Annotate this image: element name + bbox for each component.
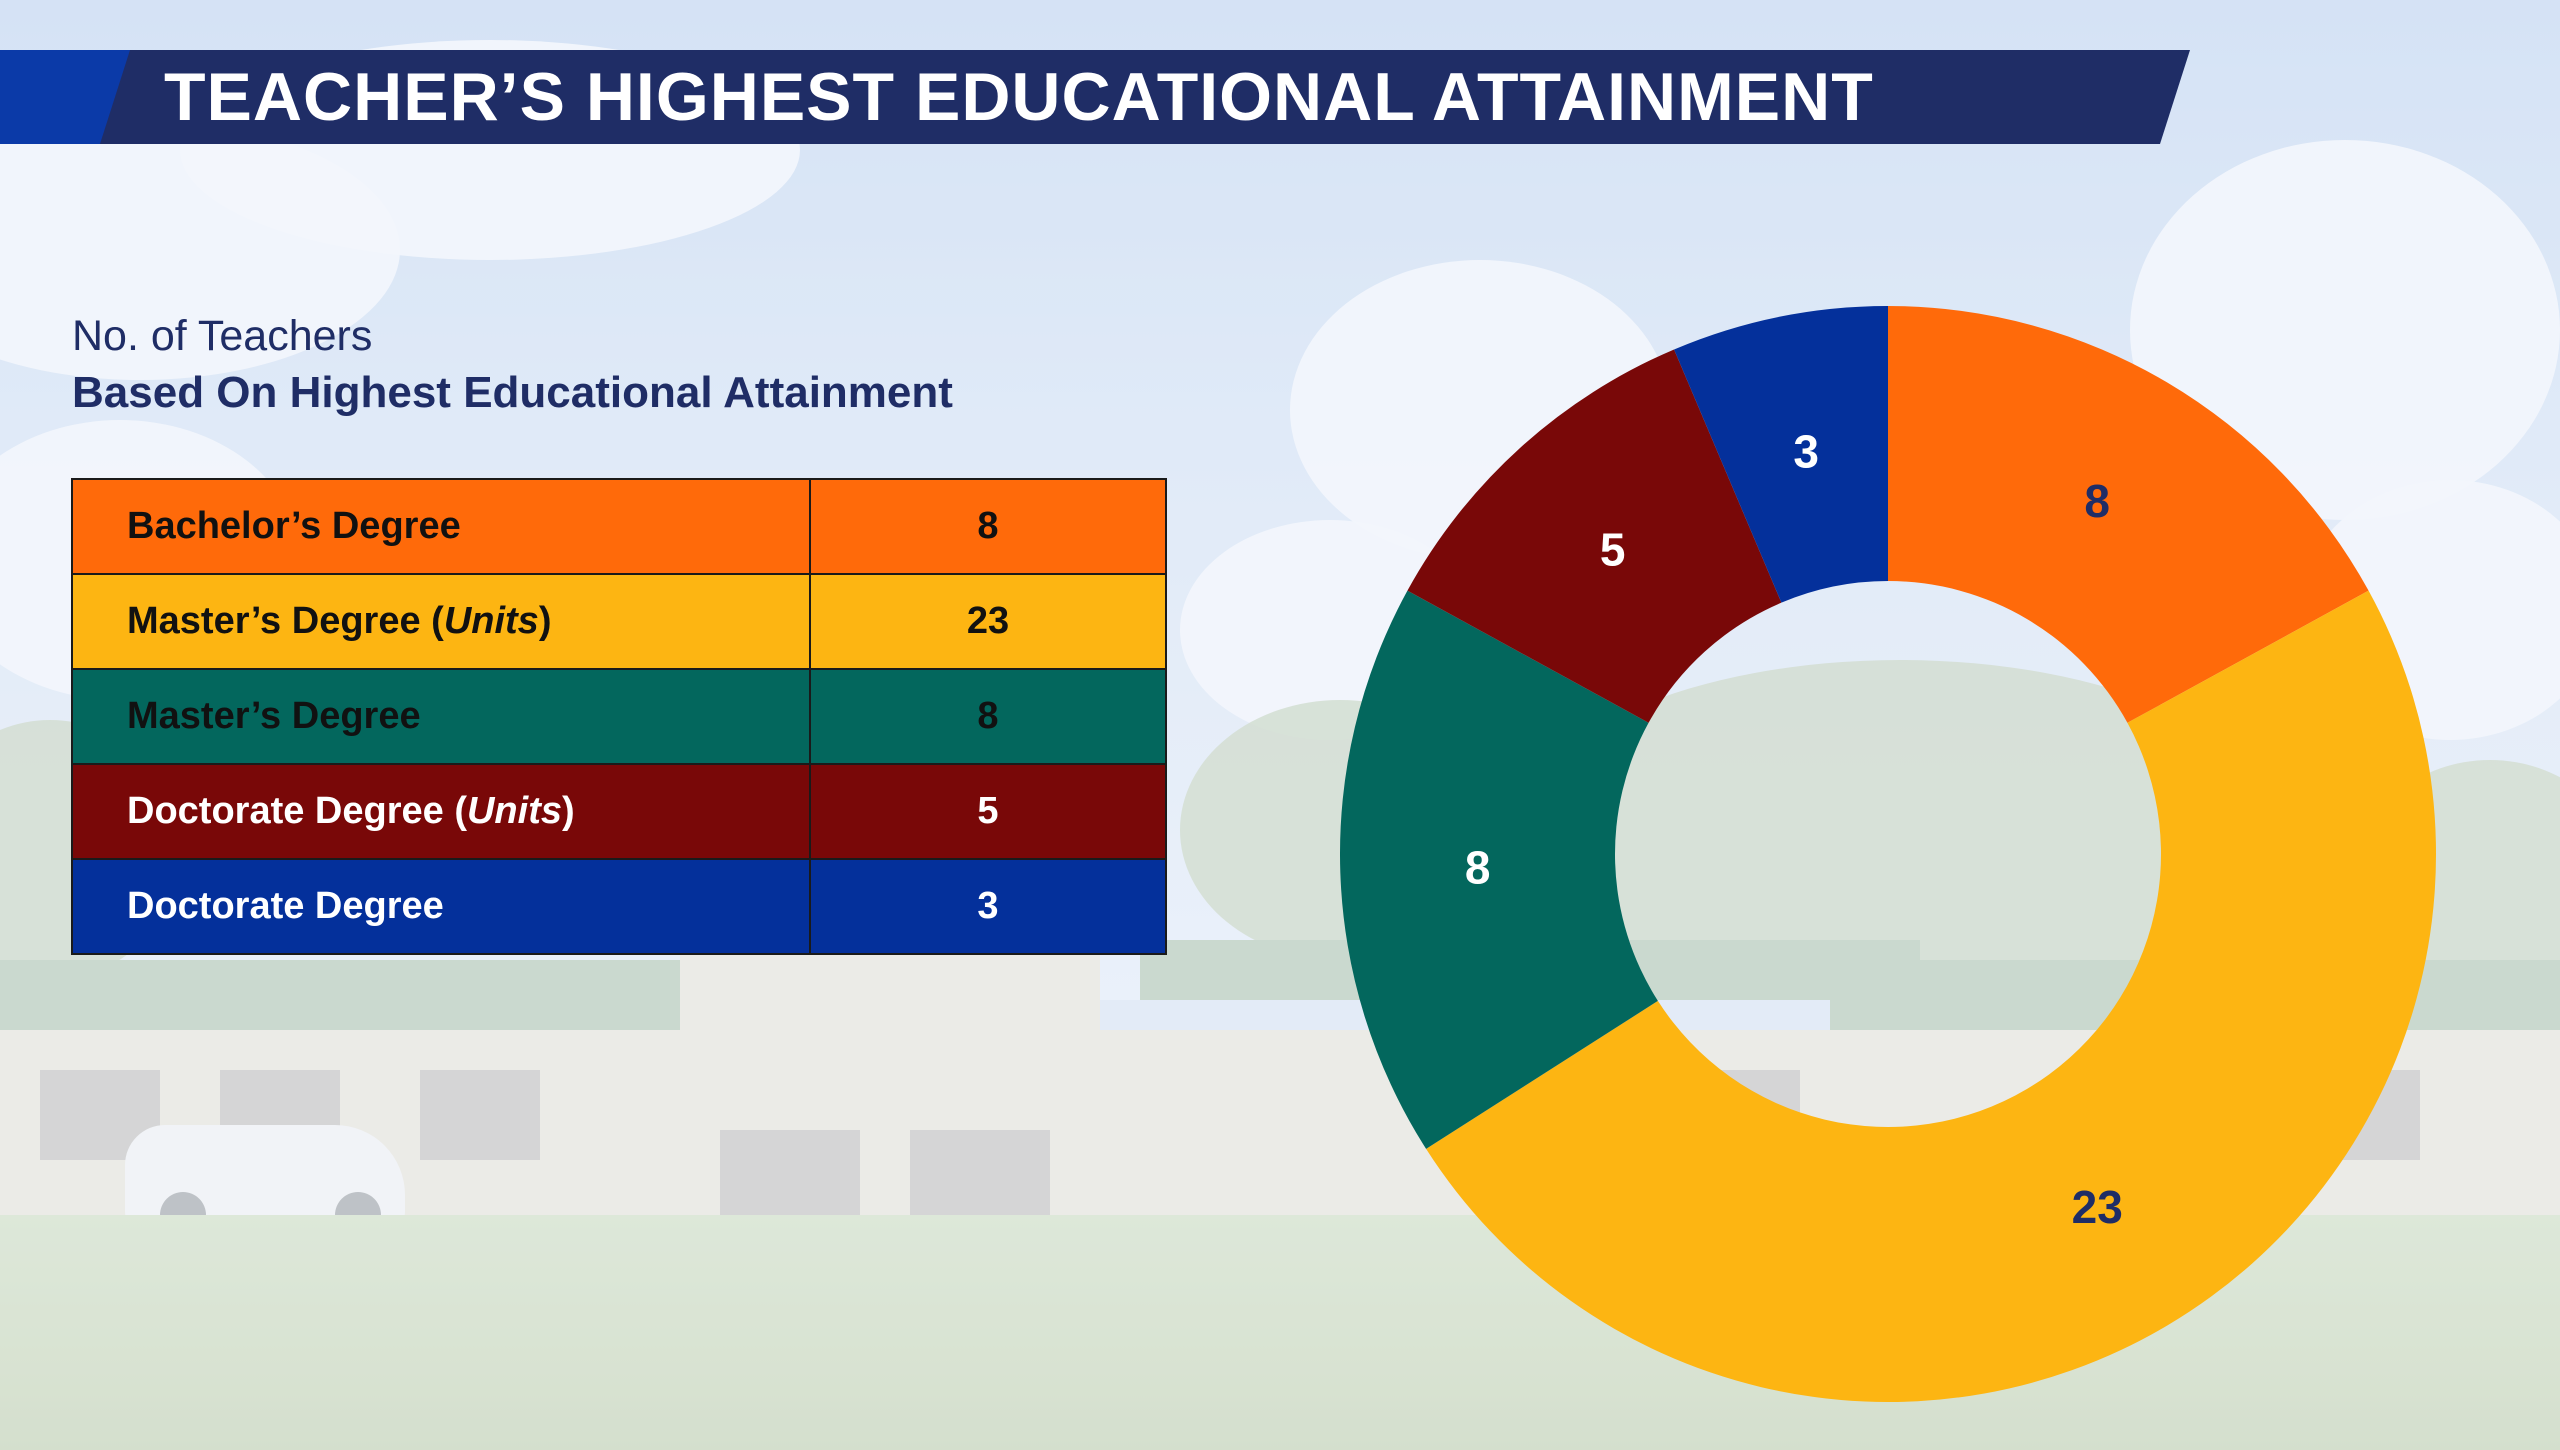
attainment-table: Bachelor’s Degree 8 Master’s Degree (Uni…: [71, 478, 1167, 955]
donut-data-label: 8: [2084, 475, 2110, 527]
title-banner: [100, 50, 2190, 144]
row-value: 5: [977, 790, 999, 832]
page-title: TEACHER’S HIGHEST EDUCATIONAL ATTAINMENT: [164, 59, 1874, 135]
row-value: 3: [977, 885, 999, 927]
subtitle-line-1: No. of Teachers: [72, 312, 373, 360]
donut-data-label: 5: [1600, 524, 1626, 576]
row-label: Master’s Degree: [73, 670, 811, 763]
donut-slice: [1426, 590, 2436, 1402]
row-label: Master’s Degree (Units): [73, 575, 811, 668]
row-label: Doctorate Degree (Units): [73, 765, 811, 858]
row-value: 8: [977, 505, 999, 547]
donut-slice: [1674, 306, 1888, 603]
donut-data-label: 3: [1793, 426, 1819, 478]
table-row: Doctorate Degree (Units) 5: [73, 765, 1165, 860]
table-row: Master’s Degree 8: [73, 670, 1165, 765]
row-value: 8: [977, 695, 999, 737]
table-row: Master’s Degree (Units) 23: [73, 575, 1165, 670]
donut-slice: [1888, 306, 2369, 723]
table-row: Doctorate Degree 3: [73, 860, 1165, 953]
subtitle-line-2: Based On Highest Educational Attainment: [72, 368, 953, 417]
row-label: Doctorate Degree: [73, 860, 811, 953]
donut-slice: [1407, 349, 1782, 723]
donut-data-label: 23: [2072, 1181, 2123, 1233]
row-label: Bachelor’s Degree: [73, 480, 811, 573]
donut-data-label: 8: [1465, 842, 1491, 894]
row-value: 23: [966, 600, 1010, 642]
table-row: Bachelor’s Degree 8: [73, 480, 1165, 575]
donut-slice: [1340, 590, 1658, 1149]
attainment-donut-chart: 8 23 8 5 3: [1340, 306, 2436, 1402]
